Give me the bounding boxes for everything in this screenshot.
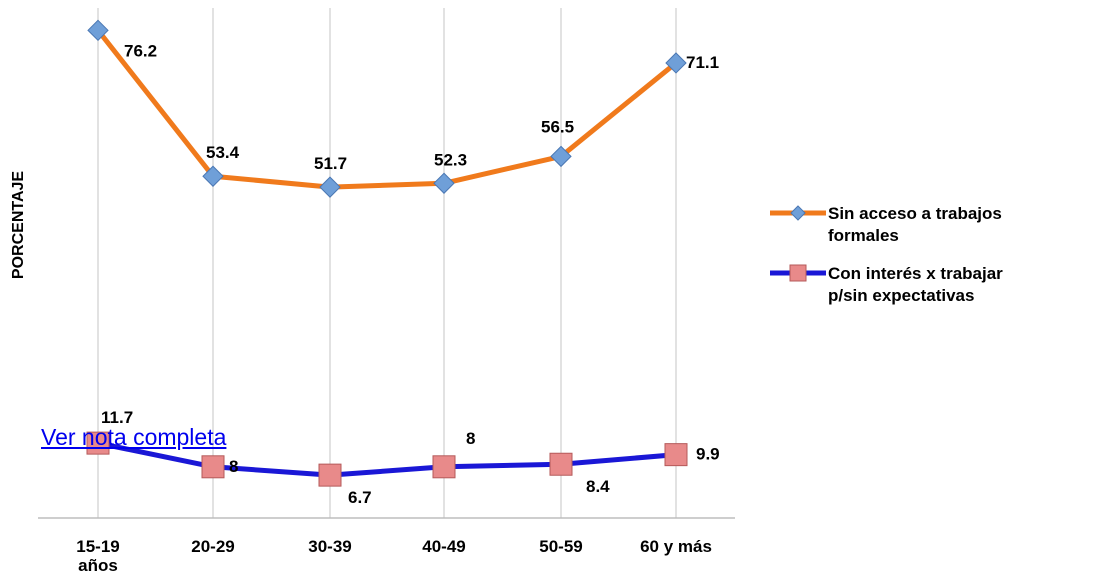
data-point-marker — [86, 431, 110, 455]
data-point-marker — [549, 452, 573, 476]
x-tick-label: 20-29 — [191, 537, 234, 556]
data-point-marker — [433, 172, 455, 194]
ver-nota-completa-link[interactable]: Ver nota completa — [41, 424, 227, 450]
data-label: 6.7 — [348, 488, 372, 507]
x-tick-label: años — [78, 556, 118, 575]
data-label: 11.7 — [101, 408, 133, 427]
x-tick-label: 60 y más — [640, 537, 712, 556]
series-1: 11.7 8 6.7 8 8.4 9.9 — [86, 408, 720, 507]
legend-label: Con interés x trabajar — [828, 264, 1003, 283]
series-0: 76.2 53.4 51.7 52.3 56.5 71.1 — [87, 19, 719, 198]
series-line-1 — [95, 440, 679, 478]
legend: Sin acceso a trabajos formales Con interés… — [770, 204, 1003, 305]
legend-swatch-marker — [789, 264, 807, 282]
data-label: 53.4 — [206, 143, 240, 162]
data-point-marker — [665, 52, 687, 74]
data-label: 71.1 — [686, 53, 719, 72]
data-point-marker — [87, 19, 109, 42]
data-label: 76.2 — [124, 41, 157, 60]
data-label: 8 — [229, 457, 238, 476]
x-tick-label: 50-59 — [539, 537, 582, 556]
data-point-marker — [432, 455, 456, 479]
x-tick-label: 15-19 — [76, 537, 119, 556]
data-point-marker — [318, 463, 342, 487]
series-line-0 — [95, 27, 679, 190]
legend-swatch-marker — [790, 205, 806, 221]
data-label: 51.7 — [314, 154, 347, 173]
legend-label: Sin acceso a trabajos — [828, 204, 1002, 223]
data-point-marker — [201, 455, 225, 479]
data-label: 56.5 — [541, 117, 574, 136]
data-label: 8 — [466, 429, 475, 448]
legend-label: p/sin expectativas — [828, 286, 974, 305]
data-label: 8.4 — [586, 477, 610, 496]
data-point-marker — [550, 145, 572, 168]
series-group: 76.2 53.4 51.7 52.3 56.5 71.1 11.7 8 6.7 8 8.4 9.9 — [86, 19, 720, 507]
data-point-marker — [319, 176, 341, 198]
data-point-marker — [664, 443, 688, 467]
x-tick-label: 30-39 — [308, 537, 351, 556]
data-label: 52.3 — [434, 150, 467, 169]
x-tick-label: 40-49 — [422, 537, 465, 556]
legend-label: formales — [828, 226, 899, 245]
data-point-marker — [202, 165, 224, 187]
data-label: 9.9 — [696, 445, 720, 464]
y-axis-label: PORCENTAJE — [10, 171, 27, 279]
